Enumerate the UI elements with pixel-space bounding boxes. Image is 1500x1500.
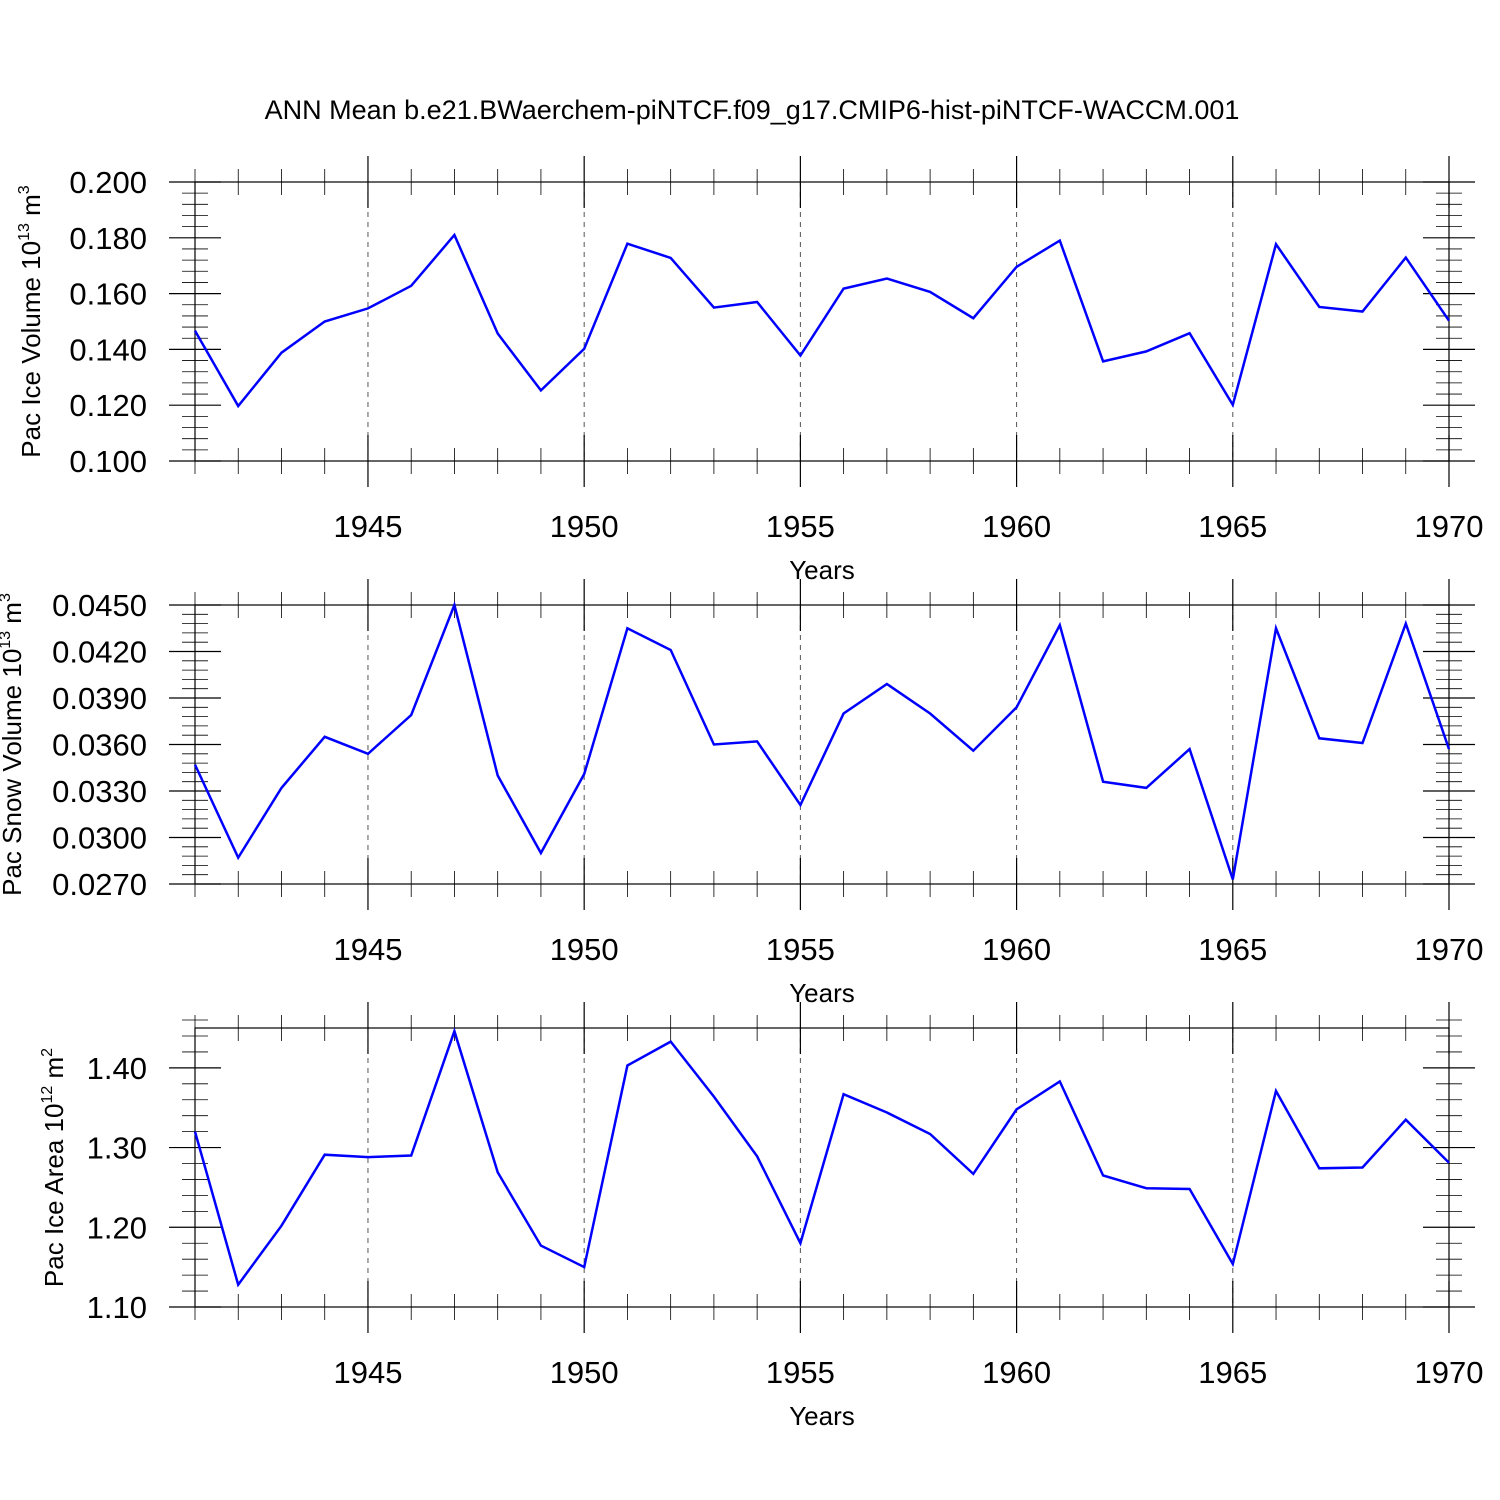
y-axis-label: Pac Snow Volume 1013 m3 [0,593,27,896]
panel-2: 1945 1950 1955 1960 1965 1970 Years 0.0270 0.030… [0,579,1483,1008]
panel-3: 1945 1950 1955 1960 1965 1970 Years 1.10 1.20 1.3… [39,1002,1483,1431]
y-tick-label: 0.120 [69,388,147,423]
y-tick-label: 1.10 [87,1290,147,1325]
y-axis-label: Pac Ice Area 1012 m2 [39,1048,69,1287]
x-axis-label: Years [789,978,855,1008]
x-tick-label: 1945 [333,932,402,967]
x-tick-label: 1970 [1415,1355,1484,1390]
y-tick-label: 0.180 [69,221,147,256]
y-tick-label: 1.40 [87,1051,147,1086]
x-tick-label: 1970 [1415,509,1484,544]
x-tick-label: 1950 [550,1355,619,1390]
x-axis-label: Years [789,1401,855,1431]
x-tick-label: 1960 [982,509,1051,544]
y-tick-label: 0.140 [69,332,147,367]
figure-title: ANN Mean b.e21.BWaerchem-piNTCF.f09_g17.… [265,95,1240,125]
y-tick-label: 0.100 [69,444,147,479]
panels: 1945 1950 1955 1960 1965 1970 Years 0.100 0.120 0… [0,156,1483,1431]
x-tick-label: 1955 [766,932,835,967]
plot-frame [194,604,1450,885]
x-tick-label: 1965 [1198,509,1267,544]
y-tick-label: 0.160 [69,277,147,312]
x-tick-label: 1945 [333,509,402,544]
y-tick-label: 0.0420 [52,635,147,670]
series-line [193,232,1451,409]
x-tick-label: 1955 [766,509,835,544]
y-tick-label: 0.0300 [52,821,147,856]
y-tick-label: 1.30 [87,1131,147,1166]
x-axis-label: Years [789,555,855,585]
x-tick-label: 1950 [550,509,619,544]
x-tick-label: 1960 [982,932,1051,967]
x-tick-label: 1965 [1198,932,1267,967]
x-tick-label: 1960 [982,1355,1051,1390]
y-tick-label: 1.20 [87,1210,147,1245]
x-tick-label: 1950 [550,932,619,967]
plot-frame [194,181,1450,462]
x-tick-label: 1965 [1198,1355,1267,1390]
series-line [193,600,1451,880]
x-tick-label: 1955 [766,1355,835,1390]
y-axis-label: Pac Ice Volume 1013 m3 [16,185,46,458]
x-tick-label: 1970 [1415,932,1484,967]
y-tick-label: 0.0270 [52,867,147,902]
panel-1: 1945 1950 1955 1960 1965 1970 Years 0.100 0.120 0… [16,156,1483,585]
plot-frame [194,1027,1450,1308]
y-tick-label: 0.0360 [52,728,147,763]
y-tick-label: 0.0450 [52,588,147,623]
y-tick-label: 0.0390 [52,681,147,716]
series-line [193,1027,1450,1288]
y-tick-label: 0.0330 [52,774,147,809]
y-tick-label: 0.200 [69,165,147,200]
x-tick-label: 1945 [333,1355,402,1390]
